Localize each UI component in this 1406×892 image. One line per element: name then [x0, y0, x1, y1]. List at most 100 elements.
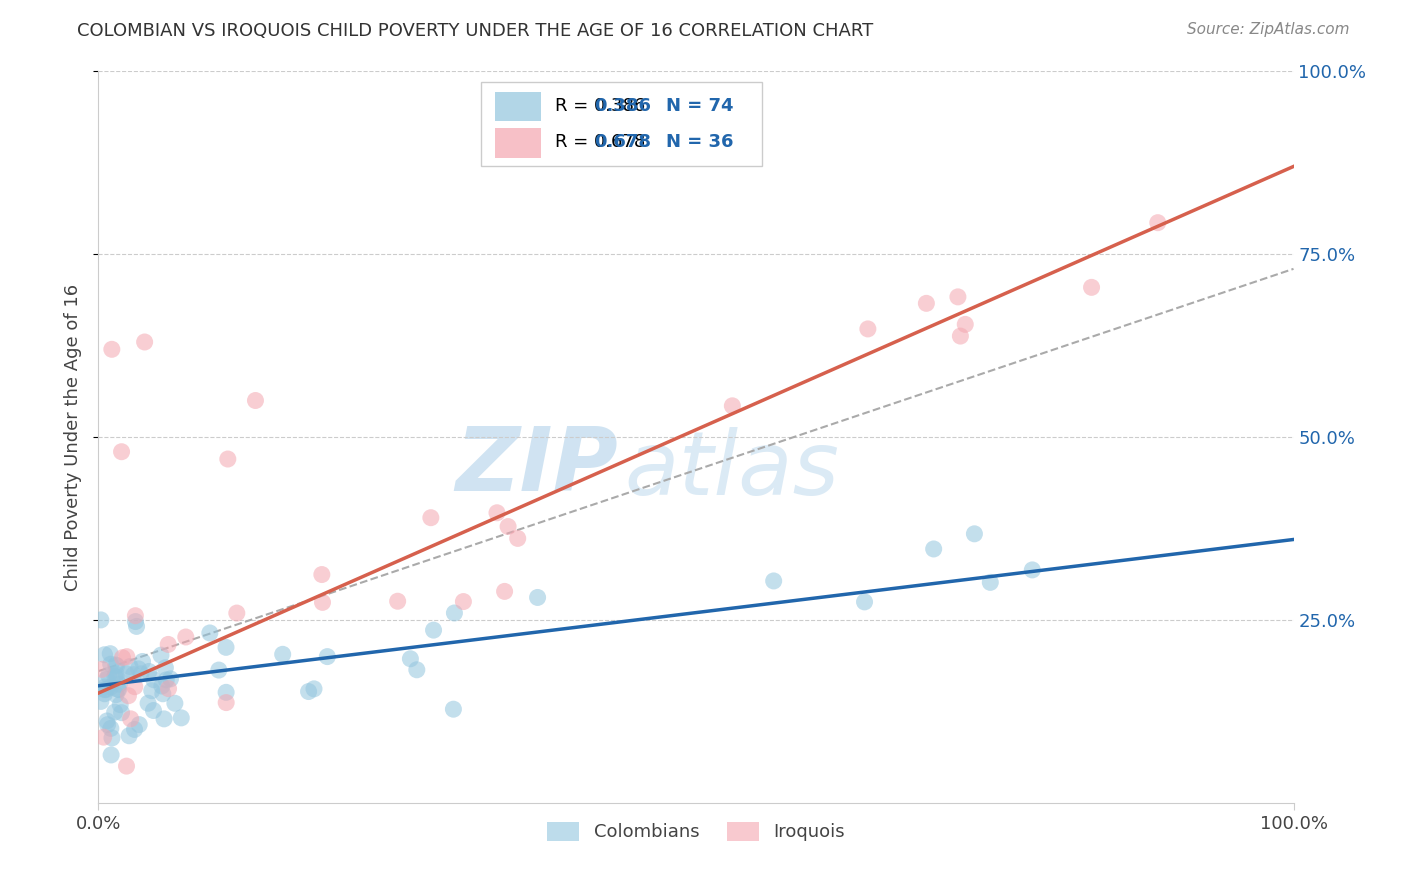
Point [129, 666, 152, 681]
Point [915, 296, 938, 310]
Point [118, 659, 141, 673]
Point [155, 673, 177, 687]
Text: 0.386: 0.386 [595, 96, 651, 115]
Point [453, 594, 475, 608]
Point [159, 672, 181, 686]
Point [443, 606, 465, 620]
Point [93, 730, 115, 744]
Point [98, 647, 121, 661]
Point [399, 652, 422, 666]
Point [94, 680, 117, 694]
Text: 0.678: 0.678 [595, 133, 651, 152]
FancyBboxPatch shape [481, 82, 762, 167]
Point [128, 717, 150, 731]
Point [170, 711, 193, 725]
Point [955, 318, 977, 332]
Text: Source: ZipAtlas.com: Source: ZipAtlas.com [1187, 22, 1350, 37]
Point [124, 608, 146, 623]
Point [115, 759, 138, 773]
Point [104, 657, 127, 672]
Point [134, 334, 156, 349]
Point [136, 696, 159, 710]
Point [1080, 280, 1102, 294]
Point [97, 717, 120, 731]
Point [108, 677, 131, 691]
Point [115, 666, 138, 681]
Point [142, 673, 165, 687]
Point [311, 595, 333, 609]
Point [90, 694, 112, 708]
Point [128, 662, 150, 676]
Point [157, 637, 180, 651]
Point [174, 630, 197, 644]
Point [152, 687, 174, 701]
Point [198, 626, 221, 640]
Point [141, 683, 163, 698]
Point [387, 594, 409, 608]
Text: ZIP: ZIP [456, 423, 619, 510]
Point [94, 682, 117, 697]
Point [93, 687, 115, 701]
Point [946, 290, 969, 304]
FancyBboxPatch shape [495, 128, 541, 158]
FancyBboxPatch shape [495, 92, 541, 121]
Point [96, 673, 118, 687]
Point [105, 688, 128, 702]
Point [217, 452, 239, 467]
Point [124, 680, 146, 694]
Point [97, 668, 120, 682]
Point [1021, 563, 1043, 577]
Point [155, 661, 177, 675]
Point [149, 648, 172, 662]
Point [302, 681, 325, 696]
Point [90, 662, 112, 676]
Point [93, 648, 115, 662]
Point [150, 679, 173, 693]
Point [506, 532, 529, 546]
Point [117, 689, 139, 703]
Point [419, 510, 441, 524]
Point [311, 567, 333, 582]
Point [124, 615, 146, 629]
Point [100, 722, 122, 736]
Point [110, 444, 132, 458]
Point [107, 682, 129, 697]
Point [856, 322, 879, 336]
Point [138, 665, 160, 679]
Point [485, 506, 508, 520]
Point [105, 671, 128, 685]
Point [163, 696, 186, 710]
Point [225, 606, 247, 620]
Point [271, 648, 294, 662]
Point [153, 712, 176, 726]
Y-axis label: Child Poverty Under the Age of 16: Child Poverty Under the Age of 16 [65, 284, 83, 591]
Text: atlas: atlas [624, 427, 839, 513]
Point [90, 613, 112, 627]
Text: R = 0.678: R = 0.678 [555, 133, 645, 152]
Point [100, 657, 122, 672]
Point [120, 712, 142, 726]
Point [107, 682, 129, 697]
Point [494, 584, 516, 599]
Point [93, 682, 115, 697]
Point [101, 731, 124, 745]
Point [108, 698, 131, 712]
Text: R = 0.386: R = 0.386 [555, 96, 645, 115]
Point [405, 663, 427, 677]
Point [441, 702, 464, 716]
Text: COLOMBIAN VS IROQUOIS CHILD POVERTY UNDER THE AGE OF 16 CORRELATION CHART: COLOMBIAN VS IROQUOIS CHILD POVERTY UNDE… [77, 22, 873, 40]
Point [526, 591, 548, 605]
Point [125, 619, 148, 633]
Point [721, 399, 744, 413]
Point [105, 658, 128, 673]
Point [963, 526, 986, 541]
Point [922, 541, 945, 556]
Point [104, 669, 127, 683]
Point [157, 681, 180, 696]
Text: N = 74: N = 74 [666, 96, 734, 115]
Point [215, 685, 238, 699]
Point [215, 696, 238, 710]
Point [100, 680, 122, 694]
Point [142, 704, 165, 718]
Point [422, 623, 444, 637]
